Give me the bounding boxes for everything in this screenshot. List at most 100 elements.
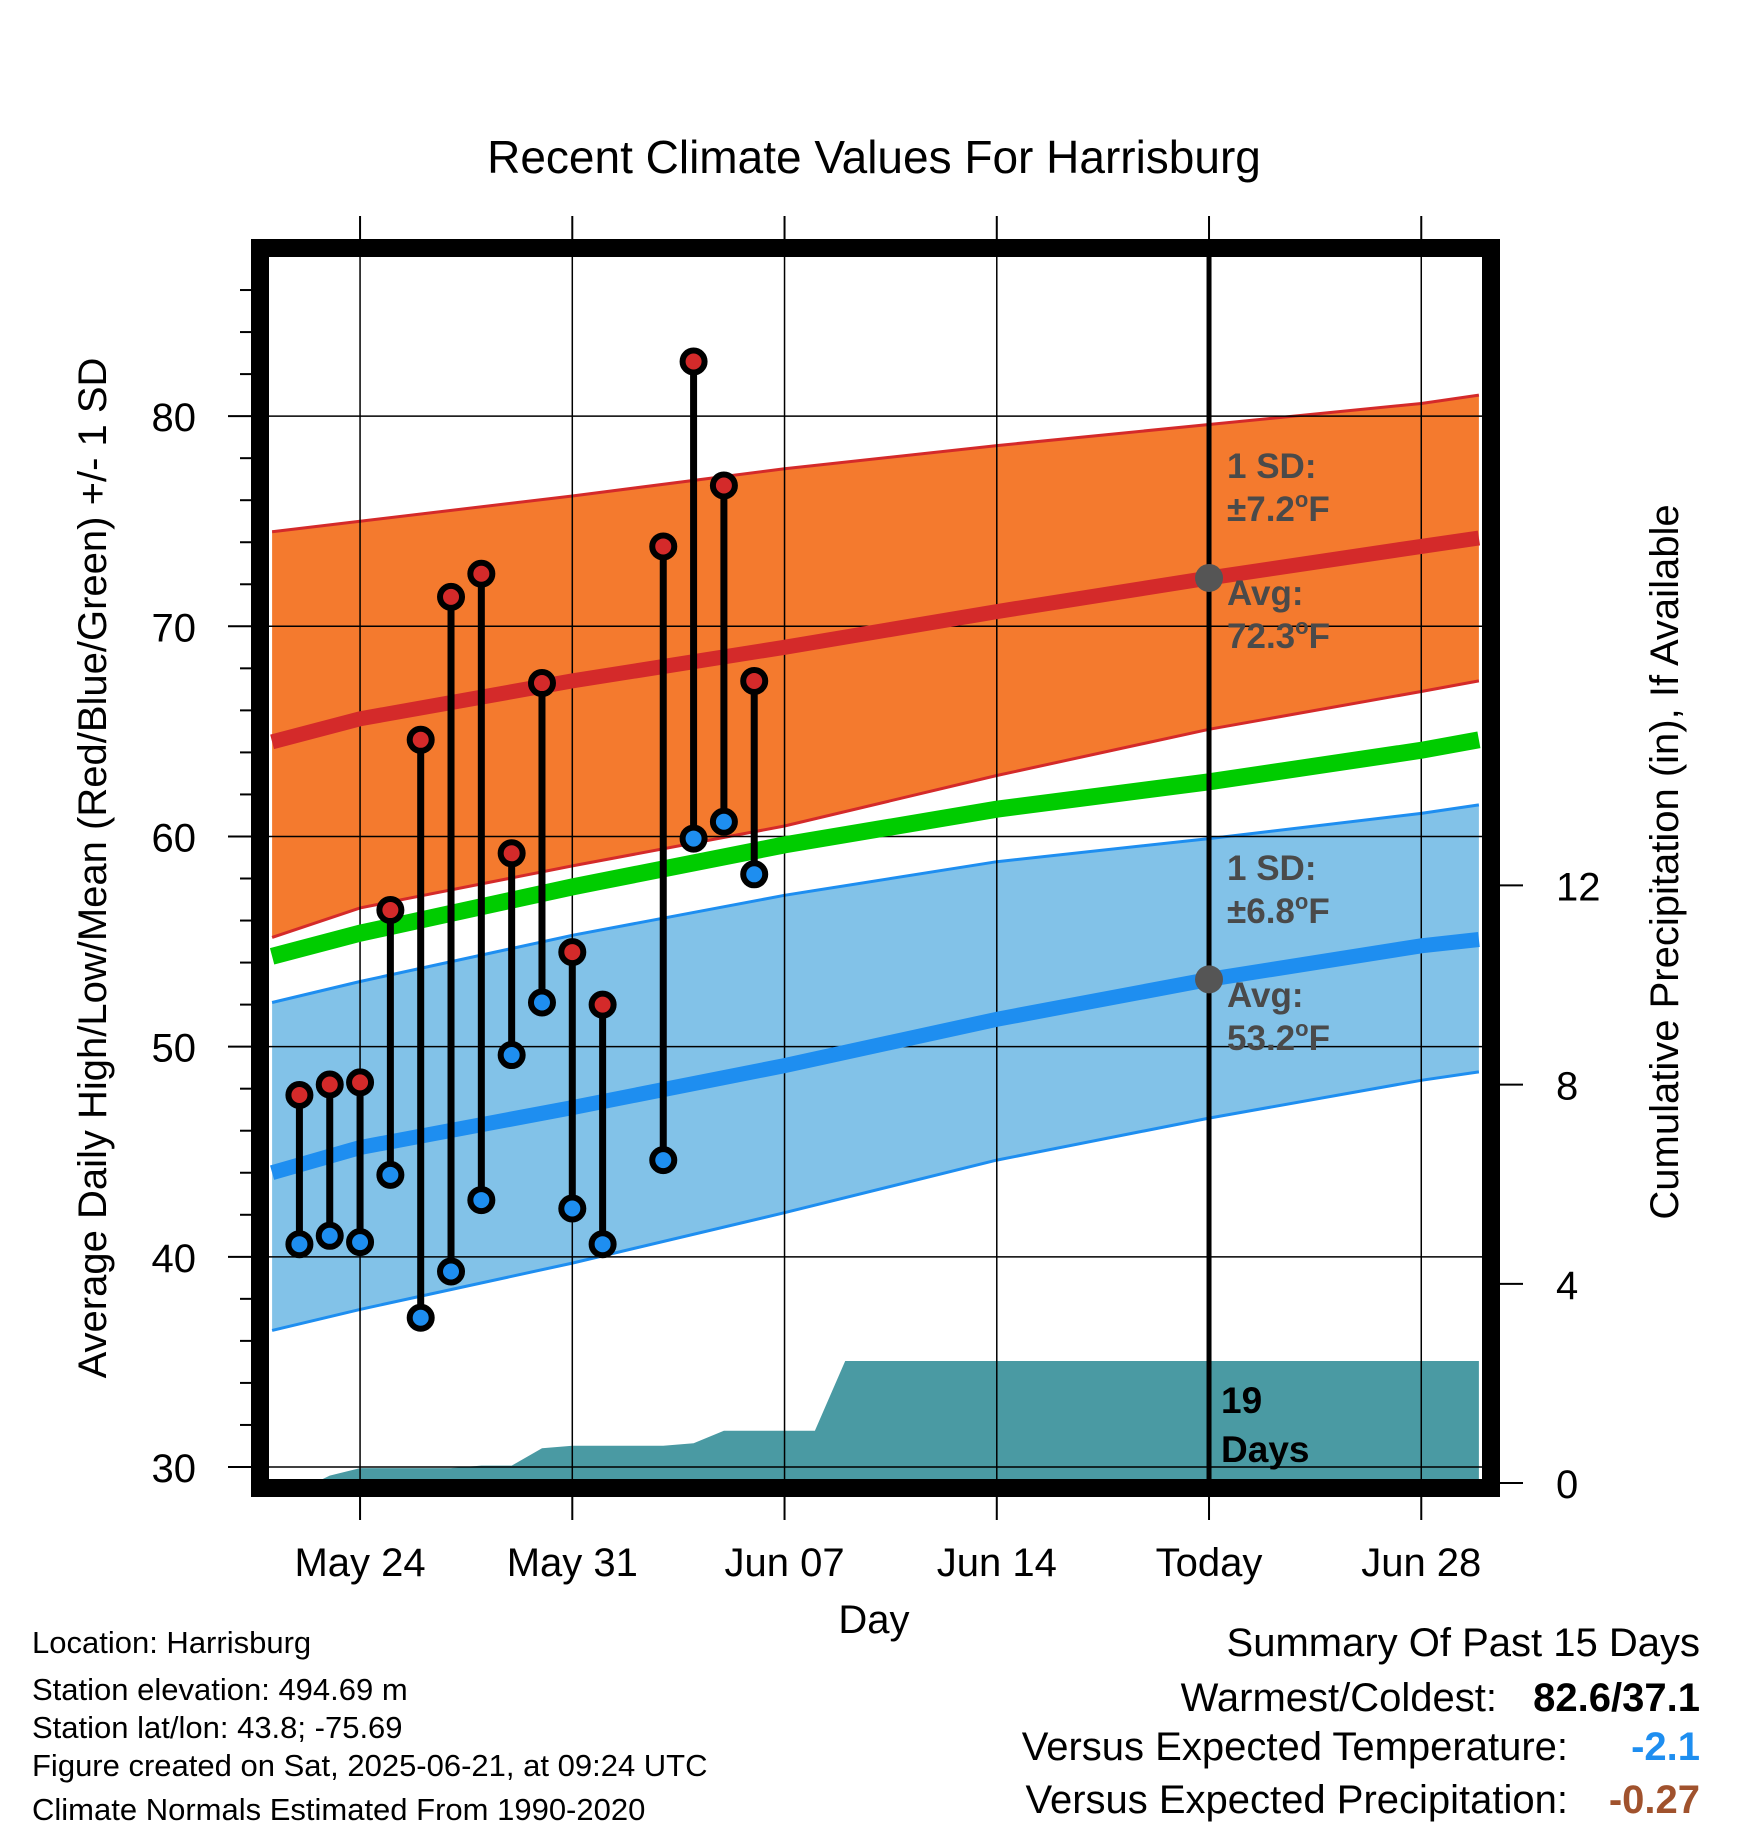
footer-latlon: Station lat/lon: 43.8; -75.69: [32, 1710, 403, 1745]
today-marker: [1195, 248, 1224, 1488]
daily-high-point: [709, 471, 738, 500]
daily-low-point: [740, 860, 769, 889]
daily-high-point: [497, 839, 526, 868]
daily-low-point: [527, 988, 556, 1017]
x-tick-label: Jun 14: [937, 1541, 1057, 1585]
x-tick-label: Today: [1156, 1541, 1263, 1585]
precip-area: [272, 1361, 1479, 1483]
footer-created: Figure created on Sat, 2025-06-21, at 09…: [32, 1748, 708, 1783]
daily-high-point: [588, 990, 617, 1019]
degree-unit: F: [1308, 490, 1329, 529]
today-low-dot: [1195, 965, 1224, 994]
temp-label: Versus Expected Temperature:: [1022, 1725, 1568, 1769]
warm-cold-value: 82.6/37.1: [1533, 1676, 1700, 1720]
low-lower-edge: [271, 1070, 1480, 1332]
warm-cold-label: Warmest/Coldest:: [1181, 1676, 1497, 1720]
high-avg-value-value: 72.3: [1227, 617, 1295, 656]
daily-low-point: [558, 1194, 587, 1223]
high-sd-value-value: ±7.2: [1227, 490, 1295, 529]
y-tick-label: 80: [152, 396, 197, 440]
chart-title: Recent Climate Values For Harrisburg: [487, 131, 1261, 183]
low-upper-edge: [271, 803, 1480, 1004]
daily-high-point: [527, 669, 556, 698]
low-avg-value: 53.2oF: [1227, 1016, 1330, 1058]
precip-value: -0.27: [1609, 1778, 1700, 1822]
y-tick-label: 30: [152, 1447, 197, 1491]
low-avg-label: Avg:: [1227, 976, 1303, 1015]
low-sd-value: ±6.8oF: [1227, 889, 1330, 931]
x-tick-label: May 24: [294, 1541, 425, 1585]
high-sd-label: 1 SD:: [1227, 447, 1316, 486]
degree-symbol: o: [1295, 889, 1308, 914]
daily-observations: [285, 347, 769, 1332]
degree-symbol: o: [1295, 487, 1308, 512]
y2-axis-label: Cumulative Precipitation (in), If Availa…: [1643, 504, 1687, 1219]
today-high-dot: [1195, 563, 1224, 592]
normal-high-line: [270, 530, 1480, 750]
high-sd-band: [272, 395, 1479, 938]
y2-tick-label: 8: [1556, 1065, 1578, 1109]
daily-high-point: [649, 532, 678, 561]
daily-low-point: [346, 1228, 375, 1257]
daily-high-point: [467, 559, 496, 588]
station-info: Location: Harrisburg Station elevation: …: [32, 1625, 708, 1827]
axes: May 24 May 31 Jun 07 Jun 14 Today Jun 28 30 40 5…: [152, 216, 1601, 1585]
plot-frame: [251, 239, 1500, 1497]
y-tick-label: 40: [152, 1237, 197, 1281]
daily-low-point: [649, 1146, 678, 1175]
x-tick-label: May 31: [507, 1541, 638, 1585]
degree-symbol: o: [1295, 1016, 1308, 1041]
daily-low-point: [588, 1230, 617, 1259]
daily-high-point: [406, 725, 435, 754]
footer-elevation: Station elevation: 494.69 m: [32, 1672, 408, 1707]
x-tick-label: Jun 28: [1361, 1541, 1481, 1585]
daily-low-point: [285, 1230, 314, 1259]
daily-low-point: [497, 1041, 526, 1070]
temp-value: -2.1: [1631, 1725, 1700, 1769]
degree-symbol: o: [1295, 614, 1308, 639]
normal-lines: [269, 530, 1481, 1180]
daily-low-point: [709, 807, 738, 836]
daily-high-point: [679, 347, 708, 376]
precipitation-area: [272, 1361, 1479, 1483]
normal-low-line: [270, 932, 1480, 1180]
daily-high-point: [437, 582, 466, 611]
daily-high-point: [376, 896, 405, 925]
y-tick-label: 70: [152, 606, 197, 650]
high-sd-value: ±7.2oF: [1227, 487, 1330, 529]
daily-high-point: [346, 1068, 375, 1097]
daily-high-point: [315, 1070, 344, 1099]
summary-box: Summary Of Past 15 Days Warmest/Coldest:…: [1022, 1621, 1700, 1822]
y2-tick-label: 0: [1556, 1463, 1578, 1507]
daily-high-point: [558, 938, 587, 967]
footer-location: Location: Harrisburg: [32, 1625, 311, 1660]
high-upper-edge: [271, 393, 1480, 534]
daily-low-point: [406, 1303, 435, 1332]
low-avg-value-value: 53.2: [1227, 1019, 1295, 1058]
degree-unit: F: [1309, 617, 1330, 656]
x-axis-label: Day: [838, 1598, 909, 1642]
y2-tick-label: 12: [1556, 865, 1601, 909]
high-avg-label: Avg:: [1227, 574, 1303, 613]
precip-days-word: Days: [1221, 1429, 1309, 1470]
daily-low-point: [467, 1186, 496, 1215]
low-sd-value-value: ±6.8: [1227, 892, 1295, 931]
y-tick-label: 60: [152, 816, 197, 860]
high-avg-value: 72.3oF: [1227, 614, 1330, 656]
degree-unit: F: [1308, 892, 1329, 931]
degree-unit: F: [1309, 1019, 1330, 1058]
footer-normals: Climate Normals Estimated From 1990-2020: [32, 1792, 645, 1827]
daily-high-point: [285, 1080, 314, 1109]
normal-mean-line: [269, 731, 1481, 965]
daily-low-point: [376, 1160, 405, 1189]
y-tick-label: 50: [152, 1027, 197, 1071]
precip-days-number: 19: [1221, 1380, 1262, 1421]
daily-low-point: [679, 824, 708, 853]
y-axis-label: Average Daily High/Low/Mean (Red/Blue/Gr…: [71, 358, 115, 1379]
x-tick-label: Jun 07: [724, 1541, 844, 1585]
daily-low-point: [437, 1257, 466, 1286]
precip-label: Versus Expected Precipitation:: [1025, 1778, 1568, 1822]
daily-high-point: [740, 666, 769, 695]
